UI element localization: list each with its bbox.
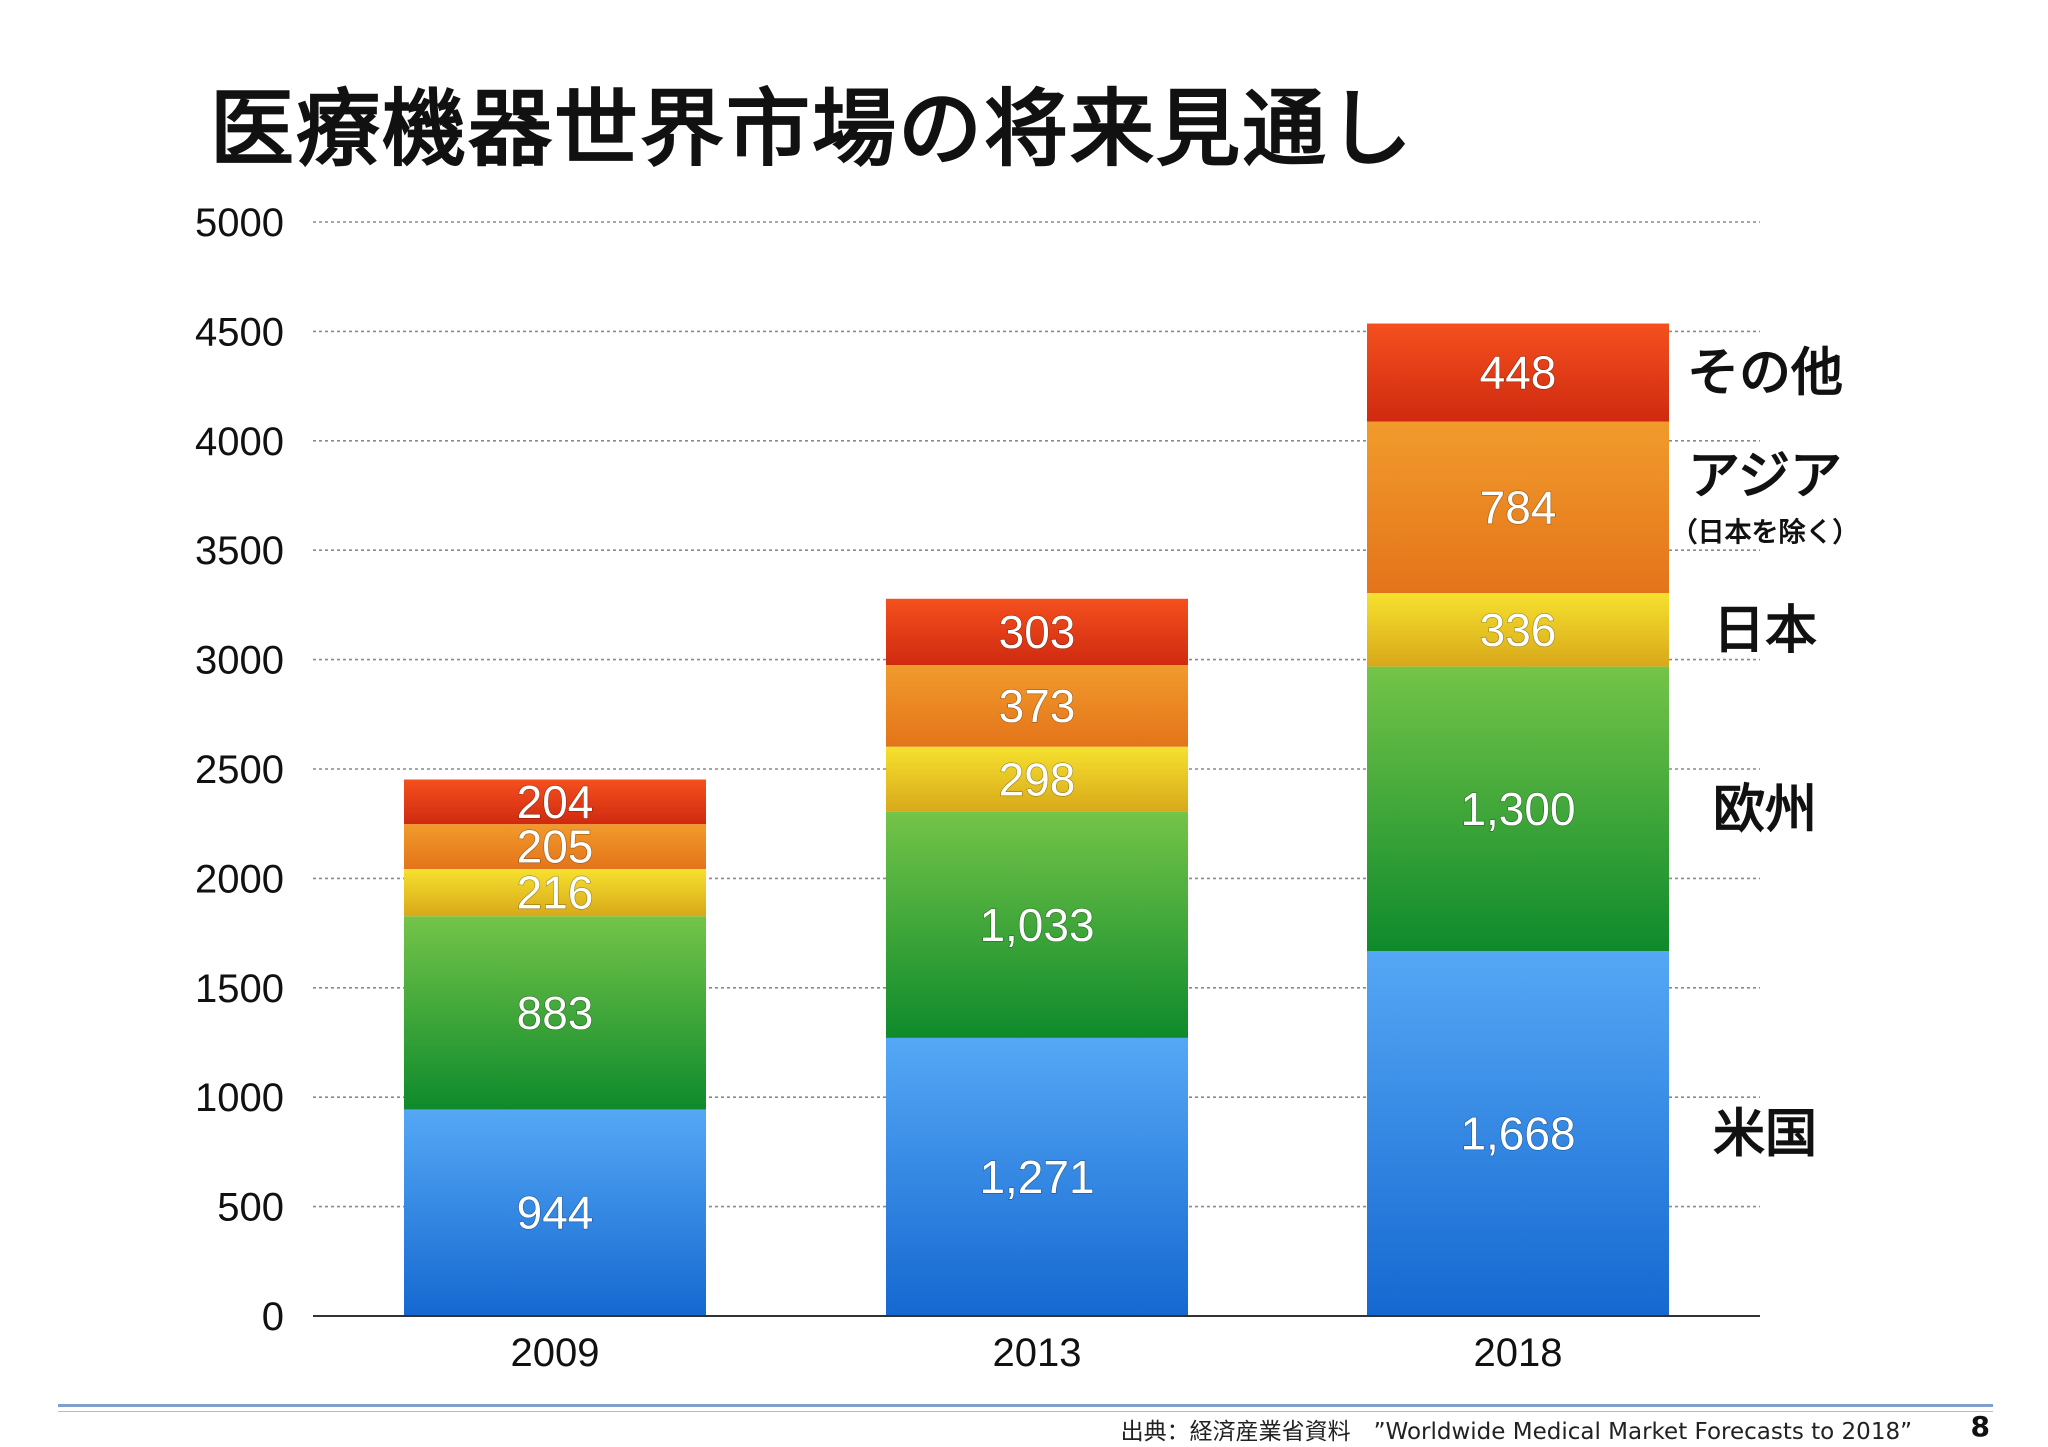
bar-segment-europe-2018	[1367, 666, 1669, 952]
data-label-us-2013: 1,271	[979, 1151, 1094, 1203]
y-tick-label: 1500	[195, 967, 284, 1011]
legend-label-other: その他	[1687, 344, 1843, 404]
data-label-europe-2018: 1,300	[1460, 783, 1575, 835]
y-tick-label: 2000	[195, 857, 284, 901]
page-number: 8	[1970, 1410, 1990, 1443]
data-label-japan-2018: 336	[1480, 604, 1557, 656]
legend-label-europe: 欧州	[1713, 780, 1817, 840]
y-axis-ticks: 0 500 1000 1500 2000 2500 3000 3500 4000 4500 5000	[195, 201, 284, 1339]
legend-label-us: 米国	[1713, 1105, 1817, 1165]
data-label-japan-2013: 298	[999, 753, 1076, 805]
x-axis-ticks: 2009 2013 2018	[313, 1315, 1760, 1375]
legend: 米国 欧州 日本 アジア （日本を除く） その他	[1671, 344, 1860, 1165]
bar-segment-us-2009	[404, 1109, 706, 1316]
data-label-asia-2009: 205	[517, 821, 594, 873]
data-label-japan-2009: 216	[517, 867, 594, 919]
y-tick-label: 500	[217, 1186, 284, 1230]
y-tick-label: 3500	[195, 529, 284, 573]
bar-segment-asia-2009	[404, 824, 706, 869]
data-label-other-2018: 448	[1480, 347, 1557, 399]
bar-segment-us-2013	[886, 1037, 1188, 1316]
bar-segment-other-2013	[886, 598, 1188, 666]
bar-segment-other-2009	[404, 779, 706, 825]
data-label-asia-2018: 784	[1480, 481, 1557, 533]
y-tick-label: 4000	[195, 420, 284, 464]
bar-segment-japan-2013	[886, 746, 1188, 812]
x-tick-label-2018: 2018	[1474, 1331, 1563, 1375]
legend-note-asia: （日本を除く）	[1671, 516, 1860, 548]
y-tick-label: 5000	[195, 201, 284, 245]
page-title: 医療機器世界市場の将来見通し	[210, 80, 1415, 178]
bar-segment-asia-2013	[886, 665, 1188, 747]
y-tick-label: 3000	[195, 639, 284, 683]
bar-segment-us-2018	[1367, 951, 1669, 1316]
y-tick-label: 1000	[195, 1076, 284, 1120]
footer-divider-thin	[58, 1411, 1993, 1412]
x-tick-label-2013: 2013	[993, 1331, 1082, 1375]
bars	[404, 323, 1669, 1316]
x-tick-label-2009: 2009	[511, 1331, 600, 1375]
footer-divider	[58, 1404, 1993, 1407]
bar-segment-asia-2018	[1367, 421, 1669, 594]
data-label-us-2018: 1,668	[1460, 1108, 1575, 1160]
source-citation: 出典：経済産業省資料 ”Worldwide Medical Market For…	[1120, 1419, 1912, 1445]
legend-label-asia: アジア	[1688, 446, 1842, 506]
y-tick-label: 4500	[195, 310, 284, 354]
data-label-us-2009: 944	[517, 1187, 594, 1239]
data-label-asia-2013: 373	[999, 680, 1076, 732]
y-tick-label: 2500	[195, 748, 284, 792]
data-label-europe-2013: 1,033	[979, 899, 1094, 951]
bar-segment-japan-2018	[1367, 593, 1669, 667]
legend-label-japan: 日本	[1713, 601, 1817, 661]
bar-segment-other-2018	[1367, 323, 1669, 422]
y-tick-label: 0	[262, 1295, 284, 1339]
data-label-other-2013: 303	[999, 606, 1076, 658]
bar-segment-europe-2009	[404, 916, 706, 1110]
bar-segment-europe-2013	[886, 811, 1188, 1038]
bar-segment-japan-2009	[404, 868, 706, 917]
data-label-europe-2009: 883	[517, 987, 594, 1039]
data-label-other-2009: 204	[517, 776, 594, 828]
